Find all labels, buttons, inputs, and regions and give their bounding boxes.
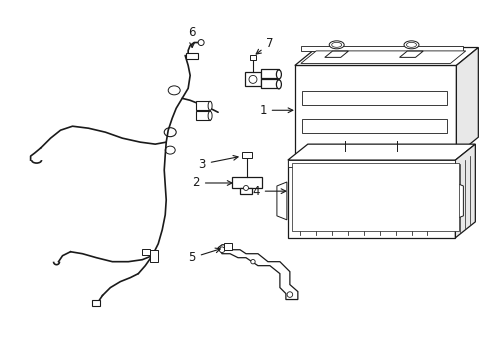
Bar [249,55,255,60]
Circle shape [248,75,256,84]
Bar [301,119,447,133]
Bar [240,188,251,194]
Text: 3: 3 [198,156,238,171]
Polygon shape [218,245,297,300]
Text: 7: 7 [256,37,273,54]
Polygon shape [294,48,477,66]
Ellipse shape [406,42,416,47]
Bar [301,91,447,105]
Bar [196,101,210,110]
Bar [196,111,210,120]
Bar [150,250,158,262]
Ellipse shape [208,101,212,110]
Circle shape [198,40,203,45]
Bar [261,69,278,78]
Polygon shape [454,144,474,238]
Ellipse shape [276,80,281,89]
Ellipse shape [208,111,212,120]
Circle shape [243,185,248,190]
Ellipse shape [276,70,281,79]
Polygon shape [287,144,474,160]
Bar [224,243,232,250]
Polygon shape [455,48,477,155]
Circle shape [286,292,292,297]
Text: 1: 1 [259,104,292,117]
Text: 5: 5 [188,248,220,264]
Bar [287,160,454,167]
Circle shape [219,247,224,252]
Bar [300,45,463,51]
Circle shape [250,260,255,264]
Text: 4: 4 [252,185,285,198]
Bar [242,152,251,158]
Polygon shape [291,163,458,231]
Ellipse shape [331,42,341,47]
Polygon shape [276,182,286,220]
Bar [142,249,150,255]
Bar [232,177,262,188]
Ellipse shape [328,41,344,49]
Polygon shape [452,182,463,220]
Polygon shape [399,51,422,57]
Bar [244,72,261,86]
Text: 6: 6 [188,26,196,48]
Polygon shape [324,51,347,57]
Bar [294,66,455,155]
Bar [92,300,100,306]
Polygon shape [300,51,465,63]
Bar [261,80,278,88]
Bar [287,160,454,238]
Ellipse shape [403,41,418,49]
Text: 2: 2 [192,176,231,189]
Bar [186,54,198,59]
